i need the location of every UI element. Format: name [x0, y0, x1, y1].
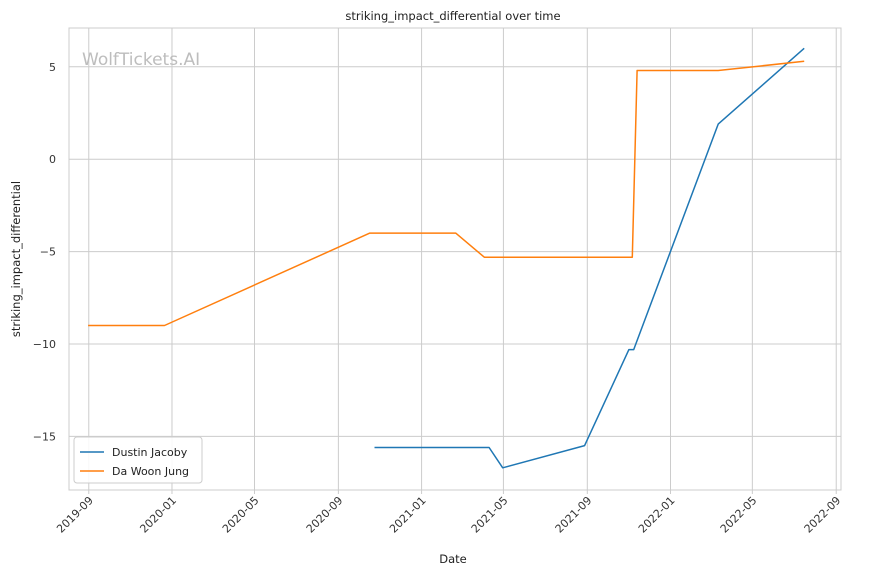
legend: Dustin Jacoby Da Woon Jung — [73, 436, 203, 484]
y-tick-label: 5 — [49, 61, 56, 74]
plot-frame — [68, 27, 842, 491]
x-tick-label: 2020-09 — [304, 494, 346, 536]
x-tick-label: 2022-09 — [802, 494, 844, 536]
x-axis-label: Date — [439, 552, 467, 566]
series-layer — [88, 47, 805, 469]
y-tick-label: 0 — [49, 153, 56, 166]
y-axis-label: striking_impact_differential — [9, 181, 23, 337]
y-tick-label: −10 — [33, 338, 56, 351]
y-tick-labels: −15 −10 −5 0 5 — [33, 61, 56, 444]
legend-label: Dustin Jacoby — [112, 446, 188, 459]
x-tick-label: 2022-05 — [718, 494, 760, 536]
x-tick-label: 2020-05 — [220, 494, 262, 536]
y-tick-label: −15 — [33, 430, 56, 443]
series-line-dustin-jacoby — [374, 47, 805, 469]
y-tick-label: −5 — [40, 246, 56, 259]
x-tick-label: 2019-09 — [54, 494, 96, 536]
legend-label: Da Woon Jung — [112, 465, 189, 478]
x-tick-label: 2020-01 — [137, 494, 179, 536]
x-tick-labels: 2019-09 2020-01 2020-05 2020-09 2021-01 2021-… — [54, 490, 843, 536]
legend-box — [73, 436, 203, 484]
x-tick-label: 2021-05 — [469, 494, 511, 536]
x-tick-label: 2022-01 — [636, 494, 678, 536]
series-line-da-woon-jung — [88, 60, 805, 327]
grid — [69, 28, 841, 490]
chart-title: striking_impact_differential over time — [345, 9, 560, 23]
x-tick-label: 2021-01 — [387, 494, 429, 536]
watermark: WolfTickets.AI — [82, 50, 200, 70]
x-tick-label: 2021-09 — [553, 494, 595, 536]
